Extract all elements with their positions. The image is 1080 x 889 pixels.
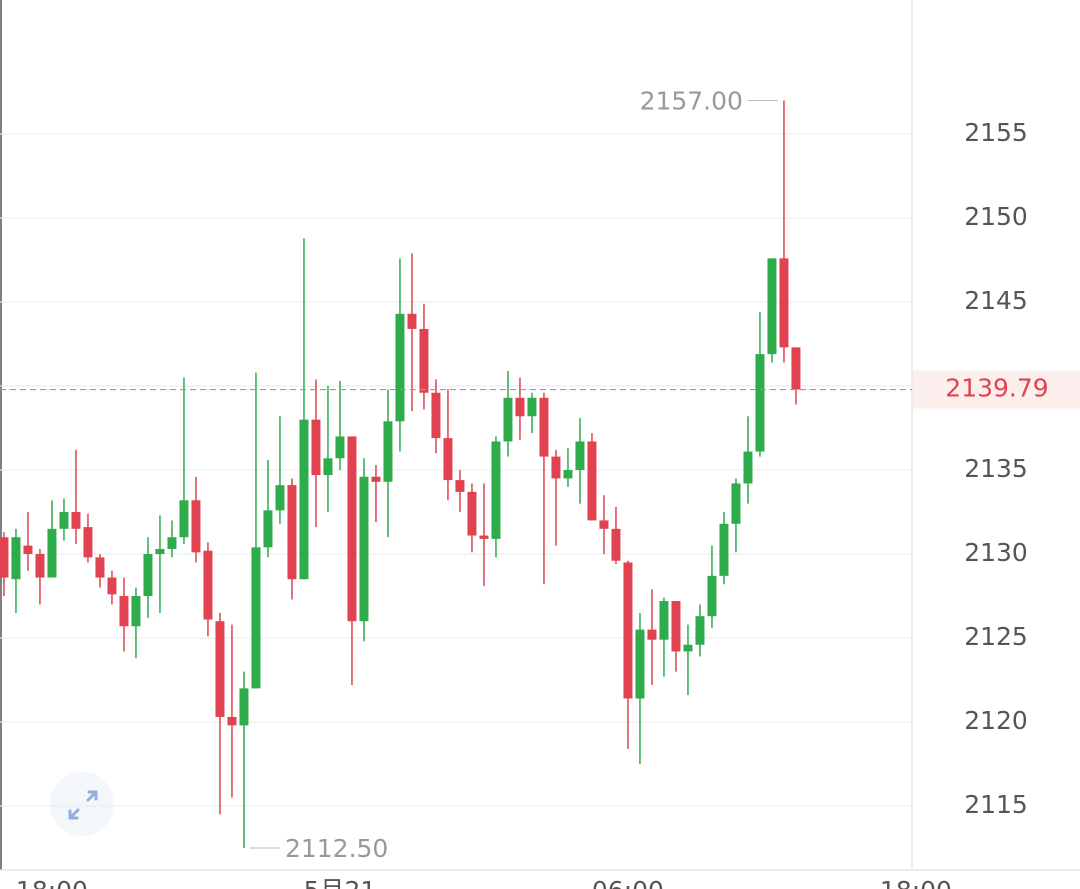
candle-body	[443, 438, 453, 481]
candle-body	[587, 441, 597, 521]
candle-body	[551, 456, 561, 479]
candle-body	[11, 537, 21, 580]
expand-button-bg[interactable]	[50, 772, 114, 836]
expand-button[interactable]	[50, 772, 114, 836]
candle-body	[395, 313, 405, 422]
candle-body	[179, 500, 189, 538]
y-tick-label: 2130	[964, 538, 1028, 567]
candle-body	[59, 512, 69, 529]
candle-body	[407, 313, 417, 329]
candle-body	[767, 258, 777, 355]
candle-body	[215, 621, 225, 717]
candle-body	[47, 528, 57, 578]
candle-body	[539, 397, 549, 457]
candle-body	[359, 476, 369, 622]
candle-body	[635, 629, 645, 699]
candle-body	[0, 537, 9, 578]
candle-body	[143, 554, 153, 597]
candle-body	[647, 629, 657, 640]
candle-body	[347, 436, 357, 622]
candle-body	[563, 470, 573, 479]
candle-body	[251, 547, 261, 689]
candle-body	[623, 562, 633, 699]
candle-body	[503, 397, 513, 442]
candle-body	[695, 616, 705, 645]
candle-body	[527, 397, 537, 417]
candle-body	[23, 545, 33, 555]
y-tick-label: 2155	[964, 118, 1028, 147]
candle-body	[323, 458, 333, 476]
candle-body	[311, 419, 321, 476]
candle-body	[671, 601, 681, 652]
candle-body	[167, 537, 177, 549]
candle-body	[611, 528, 621, 561]
candle-body	[479, 535, 489, 539]
candle-body	[431, 392, 441, 439]
candle-body	[263, 510, 273, 548]
candle-body	[491, 441, 501, 539]
candle-body	[35, 554, 45, 578]
candle-body	[71, 512, 81, 529]
expand-icon[interactable]	[68, 790, 98, 820]
y-tick-label: 2135	[964, 454, 1028, 483]
current-price-box	[913, 370, 1080, 409]
candle-body	[95, 557, 105, 578]
candle-body	[131, 596, 141, 627]
x-tick-label: 18:00	[880, 876, 952, 889]
current-price-label: 2139.79	[945, 374, 1048, 403]
candle-body	[791, 347, 801, 390]
candle-body	[755, 354, 765, 452]
candle-body	[575, 441, 585, 471]
candle-body	[707, 575, 717, 617]
x-tick-label: 5月21	[304, 876, 377, 889]
x-tick-label: 18:00	[16, 876, 88, 889]
candle-body	[275, 485, 285, 511]
candle-body	[515, 397, 525, 417]
candle-body	[107, 577, 117, 595]
candle-body	[119, 596, 129, 627]
candle-body	[719, 523, 729, 576]
y-tick-label: 2125	[964, 622, 1028, 651]
candle-body	[779, 258, 789, 348]
annotation-label: 2112.50	[285, 834, 388, 863]
candle-body	[683, 644, 693, 652]
candle-body	[383, 421, 393, 482]
y-tick-label: 2115	[964, 790, 1028, 819]
candle-body	[455, 480, 465, 492]
candle-body	[287, 485, 297, 580]
y-tick-label: 2145	[964, 286, 1028, 315]
candles	[0, 100, 801, 848]
candle-body	[467, 491, 477, 536]
candle-body	[371, 476, 381, 482]
candle-body	[335, 436, 345, 459]
candle-body	[743, 451, 753, 484]
candle-body	[83, 527, 93, 558]
candle-body	[203, 550, 213, 620]
y-tick-label: 2120	[964, 706, 1028, 735]
annotation-label: 2157.00	[640, 86, 743, 115]
candle-body	[599, 520, 609, 529]
candle-body	[227, 716, 237, 726]
candle-body	[191, 500, 201, 553]
x-tick-label: 06:00	[592, 876, 664, 889]
candle-body	[155, 548, 165, 555]
candle-body	[299, 419, 309, 580]
candle-body	[239, 688, 249, 726]
y-tick-label: 2150	[964, 202, 1028, 231]
candle-body	[731, 483, 741, 524]
candle-body	[659, 601, 669, 640]
candle-body	[419, 328, 429, 393]
